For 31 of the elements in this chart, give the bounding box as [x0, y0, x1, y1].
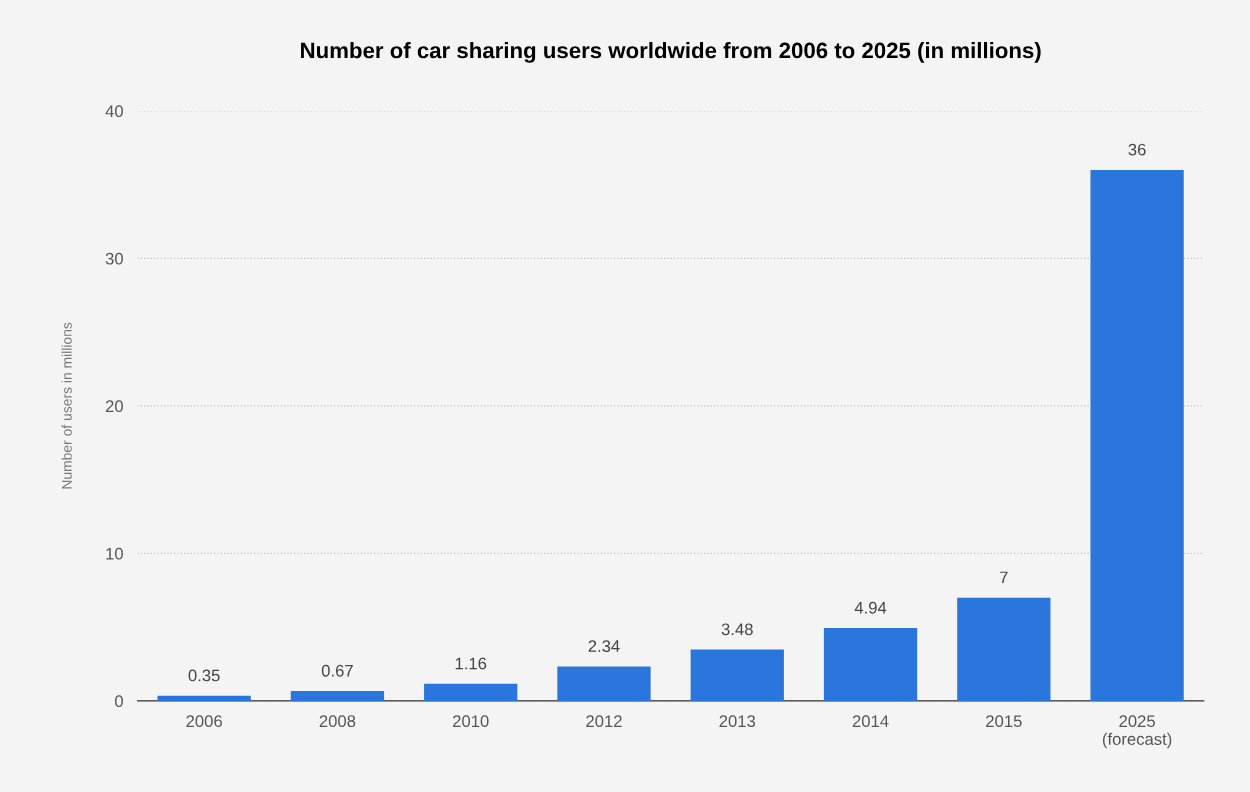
bar: [1090, 169, 1184, 701]
data-label: 1.16: [455, 657, 487, 670]
y-axis-title: Number of users in millions: [61, 322, 72, 489]
data-label: 3.48: [721, 623, 753, 636]
x-tick-label: 2013: [719, 715, 756, 728]
x-tick-label: 2006: [186, 715, 222, 728]
y-tick-label: 30: [105, 252, 123, 265]
y-tick-label: 40: [105, 105, 123, 118]
data-label: 0.67: [321, 664, 353, 677]
data-label: 36: [1128, 143, 1146, 156]
data-label: 2.34: [588, 640, 620, 652]
bar: [557, 666, 651, 701]
bar: [690, 649, 784, 701]
x-tick-label: 2010: [453, 715, 489, 728]
x-tick-label: 2008: [319, 715, 356, 728]
bar: [957, 597, 1051, 701]
data-label: 4.94: [854, 601, 887, 614]
bar: [157, 695, 251, 701]
data-label: 7: [1000, 571, 1008, 584]
x-tick-label: 2014: [852, 715, 889, 728]
y-tick-label: 20: [105, 400, 123, 413]
bar: [290, 691, 385, 701]
bar: [823, 628, 918, 701]
y-tick-label: 10: [106, 547, 123, 560]
x-tick-label: 2012: [586, 715, 622, 728]
chart-title: Number of car sharing users worldwide from 2006 to 2025 (in millions): [301, 42, 1041, 63]
x-tick-label: 2015: [986, 715, 1022, 728]
bar: [424, 683, 518, 701]
y-tick-label: 0: [114, 695, 123, 708]
x-tick-label: 2025 (forecast): [1102, 715, 1172, 749]
data-label: 0.35: [188, 669, 220, 682]
